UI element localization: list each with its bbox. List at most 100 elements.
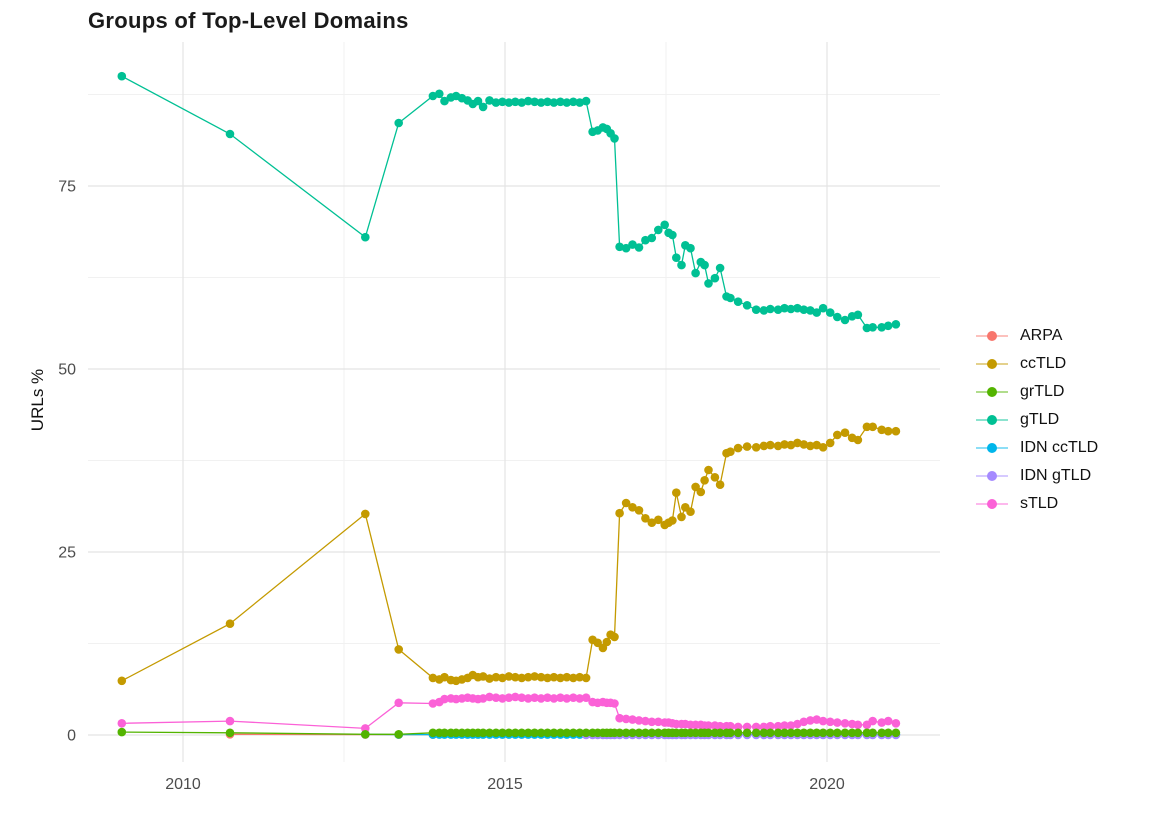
data-point-cctld bbox=[654, 515, 663, 525]
data-point-stld bbox=[517, 693, 526, 702]
series-gtld bbox=[117, 71, 901, 333]
data-point-gtld bbox=[799, 305, 809, 315]
data-point-stld bbox=[868, 716, 877, 726]
data-point-stld bbox=[780, 721, 789, 730]
data-point-grtld bbox=[491, 728, 501, 738]
data-point-cctld bbox=[615, 508, 624, 518]
data-point-gtld bbox=[610, 134, 619, 143]
data-point-gtld bbox=[766, 304, 775, 314]
data-point-grtld bbox=[786, 728, 796, 738]
data-point-cctld bbox=[549, 672, 559, 682]
y-axis-title: URLs % bbox=[28, 368, 47, 432]
y-tick-label: 25 bbox=[58, 545, 76, 562]
data-point-grtld bbox=[394, 730, 404, 739]
data-point-gtld bbox=[691, 268, 700, 278]
data-point-cctld bbox=[766, 440, 775, 450]
data-point-grtld bbox=[825, 728, 835, 738]
data-point-grtld bbox=[733, 728, 743, 738]
data-point-gtld bbox=[562, 98, 572, 107]
data-point-gtld bbox=[868, 323, 877, 332]
series-cctld bbox=[117, 422, 901, 686]
data-point-gtld bbox=[877, 323, 886, 332]
legend-label: sTLD bbox=[1020, 495, 1059, 512]
data-point-stld bbox=[840, 719, 850, 728]
data-point-grtld bbox=[883, 728, 893, 738]
data-point-gtld bbox=[759, 306, 769, 315]
data-point-cctld bbox=[696, 487, 706, 497]
legend-item-grtld: grTLD bbox=[976, 378, 1098, 406]
data-point-grtld bbox=[440, 728, 449, 738]
data-point-grtld bbox=[742, 728, 752, 738]
data-point-cctld bbox=[742, 442, 752, 451]
series-stld bbox=[117, 692, 901, 733]
data-point-stld bbox=[530, 693, 539, 702]
data-point-cctld bbox=[556, 673, 565, 683]
data-point-gtld bbox=[517, 98, 526, 107]
data-point-gtld bbox=[883, 321, 893, 331]
data-point-grtld bbox=[773, 728, 783, 738]
legend-key-icon bbox=[976, 467, 1008, 485]
data-point-gtld bbox=[536, 98, 546, 107]
data-point-gtld bbox=[786, 304, 796, 314]
data-point-stld bbox=[394, 698, 404, 708]
data-point-stld bbox=[883, 716, 893, 726]
series-line-gtld bbox=[121, 75, 897, 329]
data-point-grtld bbox=[517, 728, 526, 738]
data-point-grtld bbox=[780, 728, 789, 738]
data-point-stld bbox=[877, 718, 886, 727]
data-point-stld bbox=[799, 717, 809, 727]
legend-label: IDN ccTLD bbox=[1020, 439, 1099, 456]
data-point-grtld bbox=[530, 728, 539, 738]
x-tick-label: 2020 bbox=[809, 776, 845, 793]
data-point-stld bbox=[766, 721, 775, 731]
data-point-gtld bbox=[812, 308, 821, 317]
data-point-gtld bbox=[780, 303, 789, 313]
data-point-gtld bbox=[491, 98, 501, 107]
data-point-stld bbox=[440, 694, 449, 704]
data-point-stld bbox=[549, 694, 559, 703]
x-tick-label: 2015 bbox=[487, 776, 523, 793]
y-tick-label: 75 bbox=[58, 179, 76, 196]
data-point-gtld bbox=[435, 89, 444, 99]
data-point-grtld bbox=[891, 728, 901, 738]
data-point-grtld bbox=[575, 728, 584, 738]
data-point-grtld bbox=[569, 728, 578, 738]
data-point-gtld bbox=[710, 273, 720, 283]
series-grtld bbox=[117, 727, 901, 739]
data-point-gtld bbox=[581, 96, 591, 106]
data-point-stld bbox=[751, 722, 761, 732]
data-point-stld bbox=[654, 717, 663, 727]
legend-key-icon bbox=[976, 355, 1008, 373]
legend-label: IDN gTLD bbox=[1020, 467, 1092, 484]
data-point-grtld bbox=[485, 728, 494, 738]
data-point-cctld bbox=[575, 672, 584, 682]
data-point-gtld bbox=[704, 279, 713, 288]
data-point-grtld bbox=[853, 728, 863, 738]
data-point-gtld bbox=[751, 305, 761, 315]
legend-item-stld: sTLD bbox=[976, 490, 1098, 518]
data-point-grtld bbox=[615, 728, 624, 738]
data-point-gtld bbox=[511, 97, 520, 107]
data-point-gtld bbox=[478, 102, 488, 112]
data-point-cctld bbox=[883, 426, 893, 436]
data-point-cctld bbox=[517, 673, 526, 683]
data-point-stld bbox=[806, 716, 815, 725]
data-point-cctld bbox=[569, 673, 578, 683]
data-point-cctld bbox=[491, 672, 501, 682]
data-point-stld bbox=[485, 692, 494, 702]
legend-item-cctld: ccTLD bbox=[976, 350, 1098, 378]
data-point-stld bbox=[647, 717, 657, 727]
data-point-grtld bbox=[556, 728, 565, 738]
data-point-cctld bbox=[628, 503, 637, 512]
data-point-grtld bbox=[877, 728, 886, 738]
data-point-gtld bbox=[394, 118, 404, 128]
data-point-gtld bbox=[621, 243, 631, 253]
data-point-stld bbox=[498, 694, 507, 703]
data-point-cctld bbox=[840, 428, 850, 438]
data-point-stld bbox=[523, 694, 533, 703]
data-point-stld bbox=[615, 713, 624, 723]
data-point-stld bbox=[536, 694, 546, 703]
x-tick-label: 2010 bbox=[165, 776, 201, 793]
